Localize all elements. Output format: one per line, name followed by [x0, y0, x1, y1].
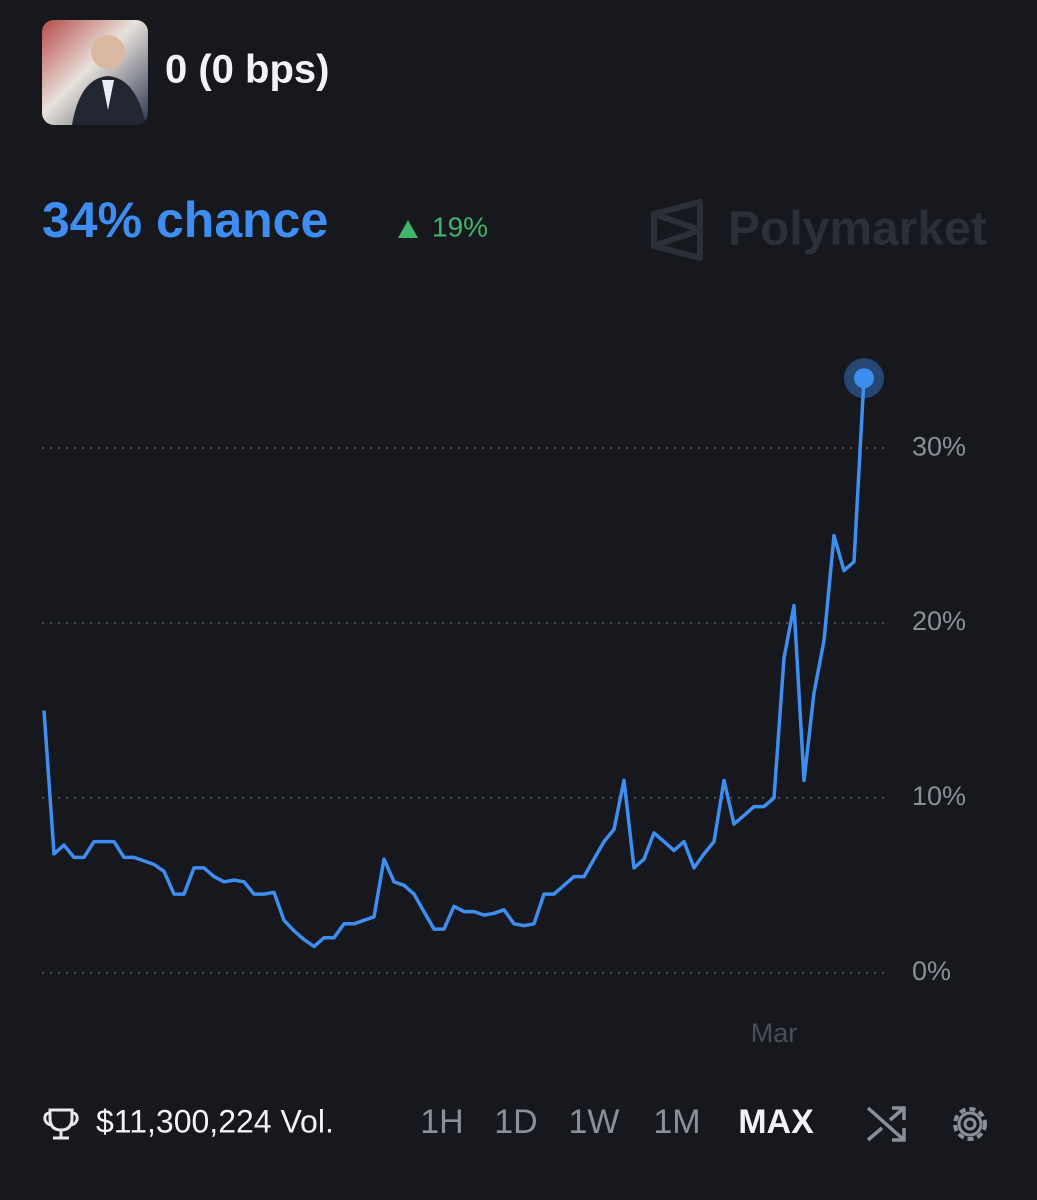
avatar: [42, 20, 148, 125]
brand-name: Polymarket: [728, 203, 987, 256]
settings-icon[interactable]: [953, 1107, 987, 1141]
range-button[interactable]: 1H: [420, 1103, 463, 1141]
shuffle-icon[interactable]: [866, 1106, 906, 1142]
y-tick-label: 30%: [912, 431, 966, 461]
footer: $11,300,224 Vol.: [43, 1103, 334, 1140]
endpoint: [854, 368, 874, 389]
range-button[interactable]: 1W: [569, 1103, 620, 1141]
y-tick-label: 0%: [912, 956, 951, 986]
volume: $11,300,224 Vol.: [96, 1103, 334, 1139]
line: [42, 378, 866, 949]
change-arrow: [398, 220, 418, 238]
change-value: 19%: [432, 211, 488, 242]
x-tick-label: Mar: [751, 1018, 798, 1048]
range-button[interactable]: 1D: [494, 1103, 537, 1141]
y-tick-label: 20%: [912, 606, 966, 636]
plot: 0% 10% 20% 30% Mar: [42, 358, 966, 1048]
trophy-icon: [43, 1108, 79, 1140]
range-buttons: 1H 1D 1W 1M MAX: [420, 1103, 814, 1141]
range-button[interactable]: 1M: [653, 1103, 700, 1141]
brand-logo: [651, 199, 703, 261]
chance-value: 34% chance: [42, 192, 328, 248]
market-title: 0 (0 bps): [165, 48, 329, 92]
range-button[interactable]: MAX: [738, 1103, 814, 1141]
y-tick-label: 10%: [912, 781, 966, 811]
